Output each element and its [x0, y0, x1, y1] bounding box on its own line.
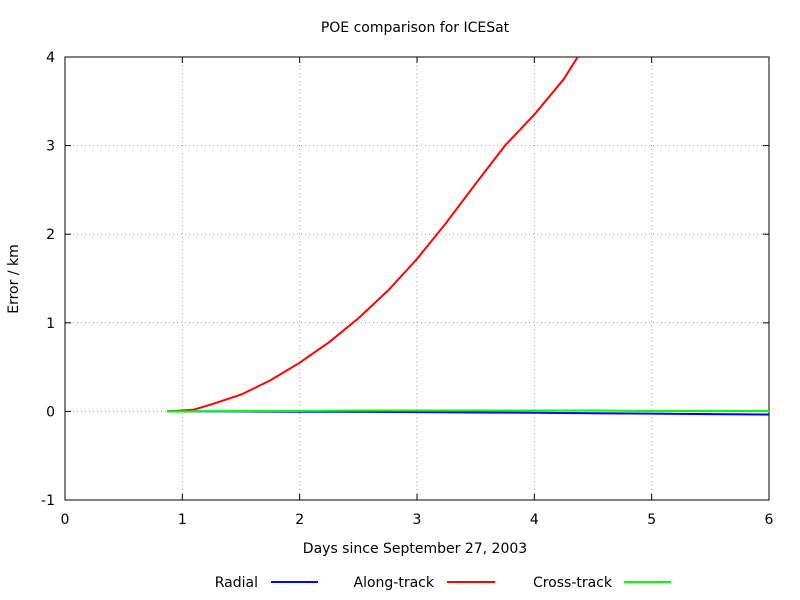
- y-tick-label: 2: [46, 227, 55, 243]
- x-tick-label: 6: [765, 512, 774, 528]
- y-tick-label: 3: [46, 139, 55, 155]
- x-tick-label: 1: [178, 512, 187, 528]
- y-tick-label: 4: [46, 50, 55, 66]
- y-axis-label: Error / km: [6, 244, 22, 314]
- x-axis-label: Days since September 27, 2003: [303, 541, 527, 557]
- x-tick-label: 5: [647, 512, 656, 528]
- legend-label-along-track: Along-track: [354, 575, 435, 591]
- series-line-along-track: [167, 56, 579, 413]
- x-tick-label: 0: [61, 512, 70, 528]
- legend-label-cross-track: Cross-track: [533, 575, 613, 591]
- x-tick-label: 4: [530, 512, 539, 528]
- x-tick-label: 3: [413, 512, 422, 528]
- grid-lines: [65, 57, 769, 500]
- series-line-cross-track: [167, 409, 769, 413]
- chart-title: POE comparison for ICESat: [321, 20, 510, 36]
- x-tick-label: 2: [295, 512, 304, 528]
- y-tick-label: 0: [46, 404, 55, 420]
- legend: Radial Along-track Cross-track: [215, 575, 671, 591]
- series-lines: [167, 56, 770, 416]
- y-tick-label: 1: [46, 316, 55, 332]
- legend-label-radial: Radial: [215, 575, 258, 591]
- x-tick-labels: 0 1 2 3 4 5 6: [61, 512, 774, 528]
- y-tick-labels: -1 0 1 2 3 4: [41, 50, 55, 509]
- axis-ticks: [64, 56, 770, 501]
- y-tick-label: -1: [41, 493, 55, 509]
